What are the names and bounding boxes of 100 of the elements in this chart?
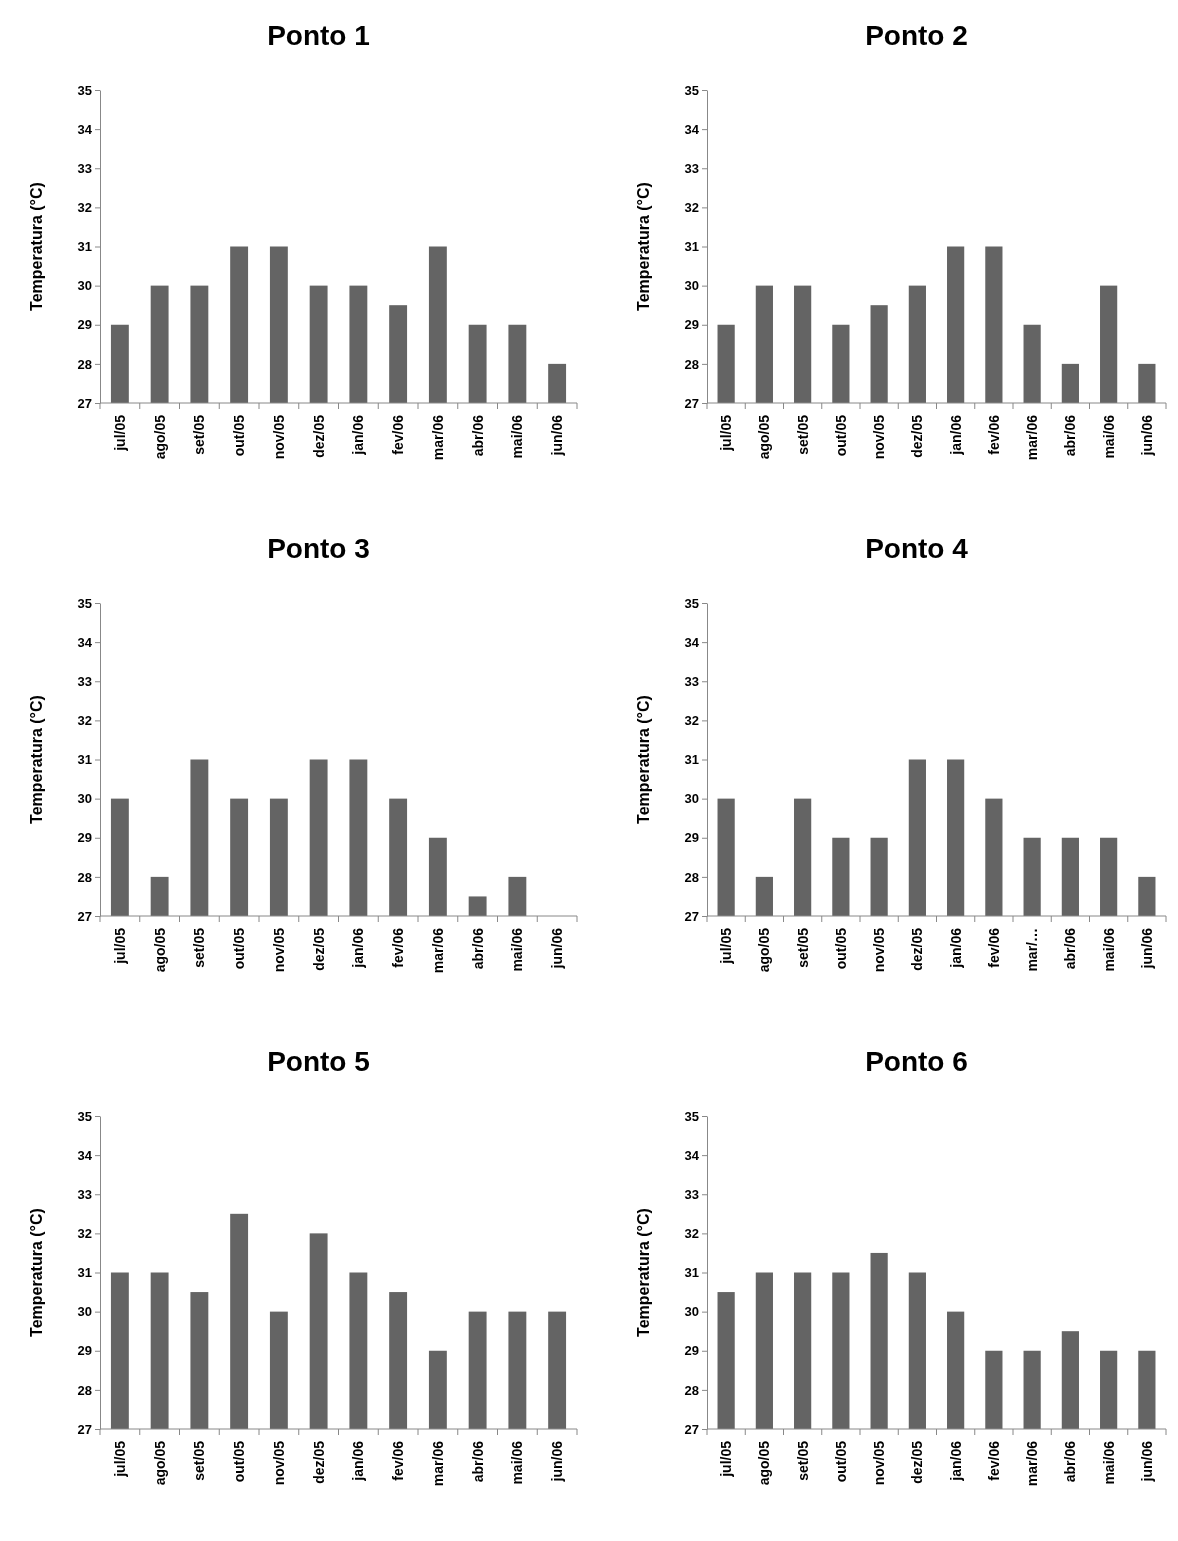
x-tick-label: jun/06: [549, 414, 566, 457]
y-tick-label: 34: [77, 634, 93, 650]
y-tick-label: 30: [77, 278, 92, 294]
x-tick-label: dez/05: [909, 414, 926, 458]
y-tick-label: 33: [77, 673, 92, 689]
y-tick-label: 28: [684, 869, 699, 885]
x-tick-label: jun/06: [549, 927, 566, 970]
y-tick-label: 34: [684, 634, 700, 650]
y-tick-label: 31: [77, 1265, 92, 1281]
x-tick-label: mai/06: [1100, 927, 1117, 972]
chart-title: Ponto 2: [865, 20, 968, 51]
y-tick-label: 35: [77, 82, 92, 98]
x-tick-label: abr/06: [469, 927, 486, 970]
x-tick-label: nov/05: [270, 1440, 287, 1486]
x-tick-label: jul/05: [718, 1440, 735, 1478]
y-tick-label: 30: [77, 1304, 92, 1320]
y-tick-label: 27: [77, 1421, 92, 1437]
y-tick-label: 29: [77, 1343, 92, 1359]
y-tick-label: 27: [77, 395, 92, 411]
x-tick-label: mar/06: [1024, 414, 1041, 461]
x-tick-label: jan/06: [947, 414, 964, 456]
x-tick-label: mar/06: [429, 1440, 446, 1487]
x-tick-label: out/05: [231, 927, 248, 970]
x-tick-label: fev/06: [985, 414, 1002, 455]
y-tick-label: 35: [684, 595, 699, 611]
y-axis-title: Temperatura (°C): [635, 1208, 652, 1337]
x-tick-label: dez/05: [310, 927, 327, 971]
x-tick-label: ago/05: [151, 927, 168, 973]
y-tick-label: 29: [684, 830, 699, 846]
x-tick-label: set/05: [191, 927, 208, 968]
x-tick-label: mar/06: [429, 927, 446, 974]
x-tick-label: mar/06: [1024, 1440, 1041, 1487]
y-tick-label: 31: [77, 239, 92, 255]
y-tick-label: 34: [684, 1147, 700, 1163]
y-tick-label: 30: [684, 791, 699, 807]
y-tick-label: 27: [684, 908, 699, 924]
x-tick-label: jan/06: [947, 927, 964, 969]
x-tick-label: set/05: [794, 414, 811, 455]
y-tick-label: 30: [684, 278, 699, 294]
x-tick-label: mar/…: [1024, 928, 1041, 972]
y-tick-label: 32: [684, 713, 699, 729]
y-tick-label: 32: [77, 1226, 92, 1242]
y-axis-title: Temperatura (°C): [28, 1208, 45, 1337]
x-tick-label: nov/05: [270, 927, 287, 973]
x-tick-label: mai/06: [1100, 1440, 1117, 1485]
y-tick-label: 32: [77, 200, 92, 216]
y-tick-label: 33: [77, 160, 92, 176]
x-tick-label: jun/06: [549, 1440, 566, 1483]
y-tick-label: 29: [77, 317, 92, 333]
x-tick-label: ago/05: [151, 414, 168, 460]
x-tick-label: nov/05: [871, 1440, 888, 1486]
x-tick-label: dez/05: [909, 927, 926, 971]
y-tick-label: 31: [684, 752, 699, 768]
x-tick-label: jan/06: [350, 927, 367, 969]
x-tick-label: jan/06: [350, 1440, 367, 1482]
x-tick-label: set/05: [191, 1440, 208, 1481]
y-tick-label: 34: [77, 121, 93, 137]
chart-title: Ponto 4: [865, 533, 969, 564]
y-tick-label: 30: [77, 791, 92, 807]
x-tick-label: ago/05: [756, 927, 773, 973]
chart-title: Ponto 3: [267, 533, 370, 564]
y-tick-label: 28: [684, 1382, 699, 1398]
x-tick-label: abr/06: [469, 1440, 486, 1483]
x-tick-label: abr/06: [469, 414, 486, 457]
x-tick-label: mar/06: [429, 414, 446, 461]
y-axis-title: Temperatura (°C): [635, 695, 652, 824]
y-tick-label: 28: [77, 1382, 92, 1398]
y-tick-label: 33: [684, 160, 699, 176]
y-tick-label: 32: [684, 1226, 699, 1242]
x-tick-label: jun/06: [1138, 414, 1155, 457]
x-tick-label: nov/05: [871, 927, 888, 973]
x-tick-label: fev/06: [985, 1440, 1002, 1481]
x-tick-label: jan/06: [350, 414, 367, 456]
x-tick-label: mai/06: [509, 1440, 526, 1485]
x-tick-label: out/05: [231, 1440, 248, 1483]
x-tick-label: dez/05: [909, 1440, 926, 1484]
y-axis-title: Temperatura (°C): [635, 182, 652, 311]
chart-title: Ponto 6: [865, 1046, 968, 1077]
y-axis-title: Temperatura (°C): [28, 695, 45, 824]
x-tick-label: set/05: [794, 927, 811, 968]
x-tick-label: set/05: [191, 414, 208, 455]
x-tick-label: ago/05: [756, 414, 773, 460]
x-tick-label: mai/06: [1100, 414, 1117, 459]
x-tick-label: fev/06: [390, 927, 407, 968]
x-tick-label: jul/05: [718, 927, 735, 965]
x-tick-label: dez/05: [310, 414, 327, 458]
x-tick-label: out/05: [231, 414, 248, 457]
y-tick-label: 30: [684, 1304, 699, 1320]
y-tick-label: 33: [684, 1186, 699, 1202]
y-tick-label: 31: [684, 239, 699, 255]
x-tick-label: fev/06: [390, 1440, 407, 1481]
x-tick-label: out/05: [832, 414, 849, 457]
x-tick-label: fev/06: [390, 414, 407, 455]
y-tick-label: 28: [77, 869, 92, 885]
x-tick-label: ago/05: [756, 1440, 773, 1486]
y-tick-label: 33: [77, 1186, 92, 1202]
x-tick-label: jul/05: [111, 927, 128, 965]
y-tick-label: 27: [684, 395, 699, 411]
x-tick-label: abr/06: [1062, 414, 1079, 457]
x-tick-label: out/05: [832, 1440, 849, 1483]
